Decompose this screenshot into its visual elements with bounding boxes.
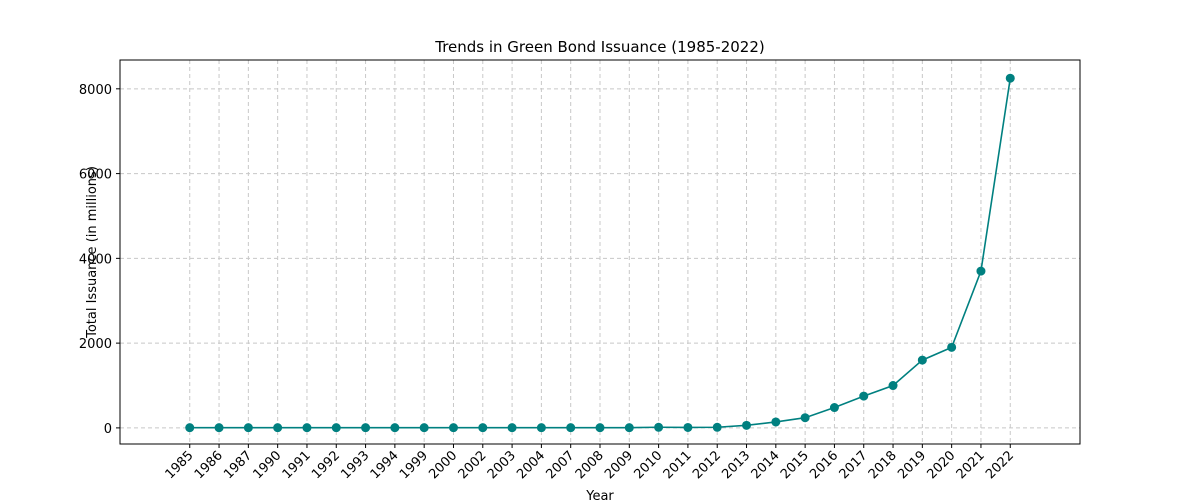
data-point bbox=[683, 422, 693, 432]
x-tick-label: 2010 bbox=[631, 448, 665, 482]
x-tick-label: 2017 bbox=[837, 448, 871, 482]
y-tick-label: 8000 bbox=[79, 83, 112, 98]
data-point bbox=[273, 423, 283, 433]
data-point bbox=[800, 413, 810, 423]
data-point bbox=[595, 423, 605, 433]
x-tick-label: 1993 bbox=[338, 448, 372, 482]
chart-title: Trends in Green Bond Issuance (1985-2022… bbox=[434, 38, 765, 56]
data-point bbox=[390, 423, 400, 433]
data-point bbox=[419, 423, 429, 433]
data-point bbox=[976, 266, 986, 276]
data-point bbox=[361, 423, 371, 433]
x-tick-label: 2009 bbox=[602, 448, 636, 482]
x-tick-label: 2018 bbox=[866, 448, 900, 482]
x-tick-label: 2012 bbox=[690, 448, 724, 482]
data-point bbox=[566, 423, 576, 433]
x-tick-label: 2014 bbox=[749, 448, 783, 482]
y-axis-label: Total Issuance (in millions) bbox=[85, 166, 100, 339]
x-tick-label: 1987 bbox=[221, 448, 255, 482]
x-tick-label: 1986 bbox=[192, 448, 226, 482]
data-point bbox=[947, 342, 957, 352]
x-tick-label: 1999 bbox=[397, 448, 431, 482]
data-point bbox=[185, 423, 195, 433]
data-point bbox=[331, 423, 341, 433]
x-tick-label: 2021 bbox=[954, 448, 988, 482]
y-tick-label: 0 bbox=[104, 422, 112, 437]
data-point bbox=[771, 417, 781, 427]
data-point bbox=[448, 423, 458, 433]
x-axis-label: Year bbox=[585, 489, 614, 500]
data-point bbox=[1005, 73, 1015, 83]
data-point bbox=[654, 422, 664, 432]
x-tick-label: 2011 bbox=[661, 448, 695, 482]
x-tick-label: 1992 bbox=[309, 448, 343, 482]
data-point bbox=[507, 423, 517, 433]
data-point bbox=[536, 423, 546, 433]
x-tick-label: 2003 bbox=[485, 448, 519, 482]
y-tick-label: 2000 bbox=[79, 337, 112, 352]
x-tick-label: 2007 bbox=[544, 448, 578, 482]
x-tick-label: 2013 bbox=[719, 448, 753, 482]
data-point bbox=[712, 422, 722, 432]
x-tick-label: 2004 bbox=[514, 448, 548, 482]
data-point bbox=[624, 423, 634, 433]
plot-frame bbox=[119, 59, 1081, 445]
x-tick-label: 2015 bbox=[778, 448, 812, 482]
x-tick-label: 1991 bbox=[280, 448, 314, 482]
y-tick-label: 6000 bbox=[79, 168, 112, 183]
data-point bbox=[214, 423, 224, 433]
data-point bbox=[478, 423, 488, 433]
data-point bbox=[829, 403, 839, 413]
x-tick-label: 1990 bbox=[250, 448, 284, 482]
data-point bbox=[302, 423, 312, 433]
x-tick-label: 2002 bbox=[456, 448, 490, 482]
x-tick-label: 2016 bbox=[807, 448, 841, 482]
x-tick-label: 2022 bbox=[983, 448, 1017, 482]
x-tick-label: 2008 bbox=[573, 448, 607, 482]
y-tick-label: 4000 bbox=[79, 252, 112, 267]
data-point bbox=[888, 381, 898, 391]
data-point bbox=[859, 391, 869, 401]
data-point bbox=[742, 420, 752, 430]
x-tick-label: 1985 bbox=[163, 448, 197, 482]
data-point bbox=[917, 355, 927, 365]
x-tick-label: 2019 bbox=[895, 448, 929, 482]
x-tick-label: 2020 bbox=[924, 448, 958, 482]
x-tick-label: 1994 bbox=[368, 448, 402, 482]
data-point bbox=[243, 423, 253, 433]
x-tick-label: 2000 bbox=[426, 448, 460, 482]
